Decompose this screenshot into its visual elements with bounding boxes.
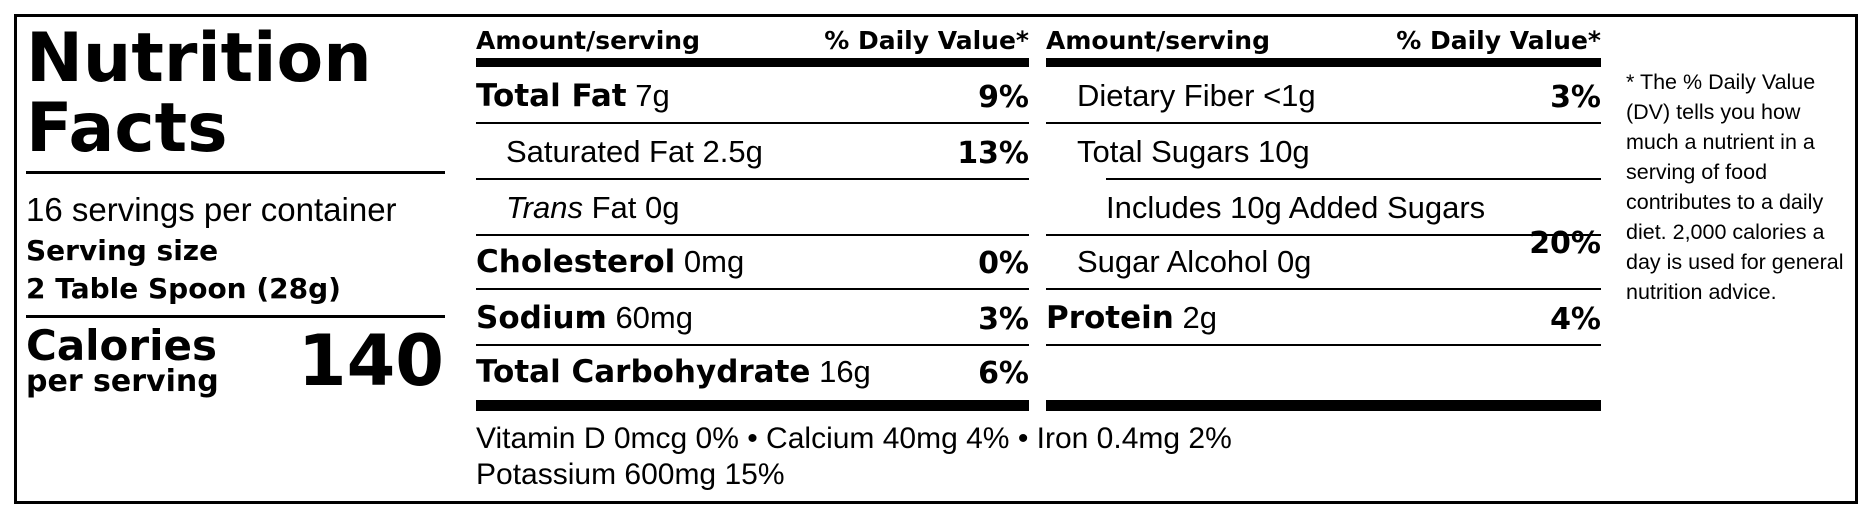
dv-cholesterol: 0% bbox=[978, 246, 1029, 281]
row-divider bbox=[476, 288, 1029, 290]
daily-value-footnote: * The % Daily Value (DV) tells you how m… bbox=[1626, 70, 1844, 304]
nutrient-amount: <1g bbox=[1263, 78, 1316, 113]
left-header-amount: Amount/serving bbox=[476, 26, 700, 55]
right-header-amount: Amount/serving bbox=[1046, 26, 1270, 55]
servings-per-container: 16 servings per container bbox=[26, 191, 397, 228]
nutrient-name: Total Fat bbox=[476, 78, 627, 114]
dv-added-sugars: 20% bbox=[1529, 226, 1601, 261]
nutrient-amount: 60mg bbox=[615, 300, 693, 335]
nutrient-amount: 2g bbox=[1182, 300, 1217, 335]
nutrient-name: Sugar Alcohol bbox=[1077, 244, 1269, 279]
nutrient-name: Total Carbohydrate bbox=[476, 354, 811, 390]
row-dietary-fiber: Dietary Fiber <1g bbox=[1077, 78, 1316, 114]
nutrient-amount: 0g bbox=[1276, 244, 1312, 279]
row-divider bbox=[476, 234, 1029, 236]
row-saturated-fat: Saturated Fat 2.5g bbox=[506, 134, 763, 170]
row-sugar-alcohol: Sugar Alcohol 0g bbox=[1077, 244, 1311, 280]
row-divider bbox=[476, 122, 1029, 124]
table-bottom-rule bbox=[476, 400, 1029, 411]
nutrient-amount: 7g bbox=[635, 78, 670, 113]
nutrient-amount: 2.5g bbox=[702, 134, 763, 169]
nutrient-amount: 16g bbox=[819, 354, 871, 389]
nutrient-amount: 0mg bbox=[683, 244, 745, 279]
row-divider bbox=[476, 344, 1029, 346]
row-divider bbox=[476, 178, 1029, 180]
row-trans-fat: Trans Fat 0g bbox=[506, 190, 679, 226]
calories-label: Calories bbox=[26, 321, 218, 370]
table-bottom-rule bbox=[1046, 400, 1601, 411]
vitamins-line-1: Vitamin D 0mcg 0% • Calcium 40mg 4% • Ir… bbox=[476, 422, 1232, 455]
calories-sublabel: per serving bbox=[26, 364, 219, 399]
nutrient-name: Dietary Fiber bbox=[1077, 78, 1255, 113]
row-divider bbox=[1106, 178, 1601, 180]
dv-sodium: 3% bbox=[978, 302, 1029, 337]
nutrient-name: Fat bbox=[591, 190, 637, 225]
row-divider bbox=[1046, 122, 1601, 124]
row-added-sugars: Includes 10g Added Sugars bbox=[1106, 190, 1485, 226]
nutrition-label-frame bbox=[14, 14, 1858, 504]
row-divider bbox=[1046, 234, 1601, 236]
serving-size-value: 2 Table Spoon (28g) bbox=[26, 272, 341, 305]
row-divider bbox=[1046, 344, 1601, 346]
row-divider bbox=[1046, 288, 1601, 290]
title-divider bbox=[26, 171, 445, 174]
serving-divider bbox=[26, 315, 445, 318]
dv-total-fat: 9% bbox=[978, 80, 1029, 115]
title-text: Nutrition Facts bbox=[26, 19, 372, 168]
nutrient-name: Total Sugars bbox=[1077, 134, 1250, 169]
row-sodium: Sodium 60mg bbox=[476, 300, 693, 336]
nutrient-name: Cholesterol bbox=[476, 244, 676, 280]
row-total-sugars: Total Sugars 10g bbox=[1077, 134, 1310, 170]
dv-total-carbohydrate: 6% bbox=[978, 356, 1029, 391]
row-total-fat: Total Fat 7g bbox=[476, 78, 670, 114]
nutrient-name: Protein bbox=[1046, 300, 1174, 336]
right-header-rule bbox=[1046, 58, 1601, 67]
nutrient-name: Includes 10g Added Sugars bbox=[1106, 190, 1486, 225]
dv-saturated-fat: 13% bbox=[957, 136, 1029, 171]
row-total-carbohydrate: Total Carbohydrate 16g bbox=[476, 354, 871, 390]
nutrient-name: Saturated Fat bbox=[506, 134, 694, 169]
calories-value: 140 bbox=[297, 320, 444, 402]
left-header-dv: % Daily Value* bbox=[824, 26, 1029, 55]
dv-dietary-fiber: 3% bbox=[1550, 80, 1601, 115]
nutrient-amount: 0g bbox=[645, 190, 680, 225]
nutrient-name-italic: Trans bbox=[506, 190, 583, 225]
left-header-rule bbox=[476, 58, 1029, 67]
row-cholesterol: Cholesterol 0mg bbox=[476, 244, 744, 280]
serving-size-label: Serving size bbox=[26, 234, 219, 267]
vitamins-line-2: Potassium 600mg 15% bbox=[476, 458, 785, 491]
right-header-dv: % Daily Value* bbox=[1396, 26, 1601, 55]
dv-protein: 4% bbox=[1550, 302, 1601, 337]
nutrient-amount: 10g bbox=[1257, 134, 1310, 169]
nutrient-name: Sodium bbox=[476, 300, 607, 336]
row-protein: Protein 2g bbox=[1046, 300, 1217, 336]
page-title: Nutrition Facts bbox=[26, 24, 406, 164]
